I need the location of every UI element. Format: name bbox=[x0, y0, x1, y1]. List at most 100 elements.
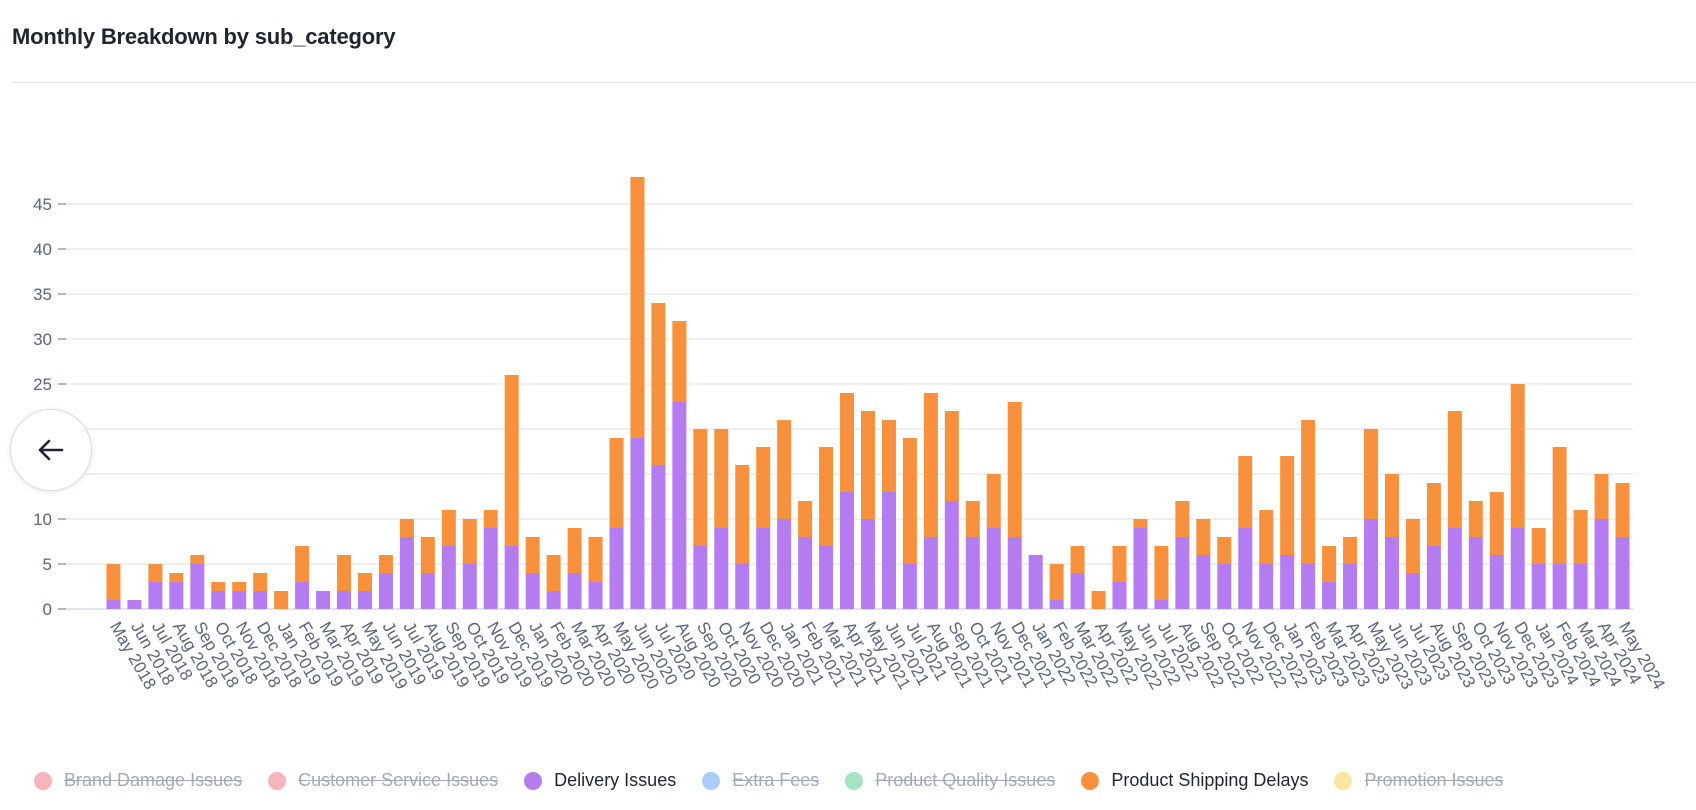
legend-item-product-shipping-delays[interactable]: Product Shipping Delays bbox=[1081, 770, 1308, 791]
bar-delivery-issues[interactable] bbox=[651, 465, 666, 609]
bar-product-shipping-delays[interactable] bbox=[357, 573, 372, 591]
bar-delivery-issues[interactable] bbox=[1405, 573, 1420, 609]
bar-delivery-issues[interactable] bbox=[735, 564, 750, 609]
bar-delivery-issues[interactable] bbox=[441, 546, 456, 609]
bar-delivery-issues[interactable] bbox=[211, 591, 226, 609]
bar-delivery-issues[interactable] bbox=[316, 591, 331, 609]
bar-delivery-issues[interactable] bbox=[1196, 555, 1211, 609]
bar-delivery-issues[interactable] bbox=[1468, 537, 1483, 609]
bar-delivery-issues[interactable] bbox=[1447, 528, 1462, 609]
bar-product-shipping-delays[interactable] bbox=[840, 393, 855, 492]
bar-product-shipping-delays[interactable] bbox=[525, 537, 540, 573]
bar-product-shipping-delays[interactable] bbox=[1384, 474, 1399, 537]
bar-product-shipping-delays[interactable] bbox=[881, 420, 896, 492]
bar-product-shipping-delays[interactable] bbox=[1343, 537, 1358, 564]
bar-delivery-issues[interactable] bbox=[1259, 564, 1274, 609]
bar-delivery-issues[interactable] bbox=[1217, 564, 1232, 609]
bar-delivery-issues[interactable] bbox=[1489, 555, 1504, 609]
back-button[interactable] bbox=[10, 409, 92, 491]
bar-product-shipping-delays[interactable] bbox=[1447, 411, 1462, 528]
bar-delivery-issues[interactable] bbox=[1384, 537, 1399, 609]
bar-product-shipping-delays[interactable] bbox=[986, 474, 1001, 528]
bar-delivery-issues[interactable] bbox=[190, 564, 205, 609]
bar-product-shipping-delays[interactable] bbox=[1154, 546, 1169, 600]
bar-product-shipping-delays[interactable] bbox=[651, 303, 666, 465]
bar-product-shipping-delays[interactable] bbox=[190, 555, 205, 564]
legend-item-customer-service-issues[interactable]: Customer Service Issues bbox=[268, 770, 498, 791]
bar-product-shipping-delays[interactable] bbox=[1091, 591, 1106, 609]
bar-product-shipping-delays[interactable] bbox=[483, 510, 498, 528]
bar-delivery-issues[interactable] bbox=[148, 582, 163, 609]
bar-delivery-issues[interactable] bbox=[1426, 546, 1441, 609]
bar-delivery-issues[interactable] bbox=[861, 519, 875, 609]
bar-delivery-issues[interactable] bbox=[232, 591, 247, 609]
bar-delivery-issues[interactable] bbox=[399, 537, 414, 609]
bar-delivery-issues[interactable] bbox=[756, 528, 771, 609]
bar-product-shipping-delays[interactable] bbox=[106, 564, 121, 600]
bar-product-shipping-delays[interactable] bbox=[923, 393, 938, 537]
bar-delivery-issues[interactable] bbox=[693, 546, 708, 609]
bar-delivery-issues[interactable] bbox=[127, 600, 142, 609]
bar-product-shipping-delays[interactable] bbox=[1133, 519, 1148, 528]
bar-product-shipping-delays[interactable] bbox=[609, 438, 624, 528]
bar-product-shipping-delays[interactable] bbox=[420, 537, 435, 573]
bar-delivery-issues[interactable] bbox=[106, 600, 121, 609]
bar-delivery-issues[interactable] bbox=[798, 537, 813, 609]
bar-delivery-issues[interactable] bbox=[777, 519, 792, 609]
bar-delivery-issues[interactable] bbox=[1573, 564, 1588, 609]
bar-delivery-issues[interactable] bbox=[462, 564, 477, 609]
bar-product-shipping-delays[interactable] bbox=[295, 546, 310, 582]
bar-product-shipping-delays[interactable] bbox=[902, 438, 917, 564]
bar-product-shipping-delays[interactable] bbox=[693, 429, 708, 546]
bar-product-shipping-delays[interactable] bbox=[1531, 528, 1546, 564]
bar-delivery-issues[interactable] bbox=[819, 546, 834, 609]
bar-delivery-issues[interactable] bbox=[986, 528, 1001, 609]
bar-product-shipping-delays[interactable] bbox=[274, 591, 289, 609]
bar-product-shipping-delays[interactable] bbox=[1322, 546, 1337, 582]
bar-product-shipping-delays[interactable] bbox=[337, 555, 352, 591]
bar-product-shipping-delays[interactable] bbox=[1594, 474, 1609, 519]
bar-delivery-issues[interactable] bbox=[1133, 528, 1148, 609]
bar-product-shipping-delays[interactable] bbox=[1552, 447, 1567, 564]
bar-product-shipping-delays[interactable] bbox=[1259, 510, 1274, 564]
bar-product-shipping-delays[interactable] bbox=[378, 555, 393, 573]
bar-delivery-issues[interactable] bbox=[1301, 564, 1316, 609]
bar-product-shipping-delays[interactable] bbox=[1426, 483, 1441, 546]
bar-product-shipping-delays[interactable] bbox=[944, 411, 959, 501]
bar-product-shipping-delays[interactable] bbox=[1615, 483, 1630, 537]
bar-delivery-issues[interactable] bbox=[1552, 564, 1567, 609]
bar-product-shipping-delays[interactable] bbox=[798, 501, 813, 537]
bar-product-shipping-delays[interactable] bbox=[1175, 501, 1190, 537]
bar-product-shipping-delays[interactable] bbox=[1238, 456, 1253, 528]
bar-delivery-issues[interactable] bbox=[253, 591, 268, 609]
bar-delivery-issues[interactable] bbox=[840, 492, 855, 609]
bar-delivery-issues[interactable] bbox=[1175, 537, 1190, 609]
bar-delivery-issues[interactable] bbox=[295, 582, 310, 609]
bar-product-shipping-delays[interactable] bbox=[441, 510, 456, 546]
bar-product-shipping-delays[interactable] bbox=[1196, 519, 1211, 555]
bar-delivery-issues[interactable] bbox=[881, 492, 896, 609]
bar-product-shipping-delays[interactable] bbox=[1364, 429, 1379, 519]
bar-product-shipping-delays[interactable] bbox=[756, 447, 771, 528]
bar-delivery-issues[interactable] bbox=[1322, 582, 1337, 609]
bar-delivery-issues[interactable] bbox=[965, 537, 980, 609]
legend-item-delivery-issues[interactable]: Delivery Issues bbox=[524, 770, 676, 791]
bar-delivery-issues[interactable] bbox=[1007, 537, 1022, 609]
bar-product-shipping-delays[interactable] bbox=[714, 429, 729, 528]
bar-product-shipping-delays[interactable] bbox=[169, 573, 184, 582]
bar-delivery-issues[interactable] bbox=[1343, 564, 1358, 609]
bar-product-shipping-delays[interactable] bbox=[1468, 501, 1483, 537]
bar-delivery-issues[interactable] bbox=[357, 591, 372, 609]
bar-delivery-issues[interactable] bbox=[1364, 519, 1379, 609]
legend-item-brand-damage-issues[interactable]: Brand Damage Issues bbox=[34, 770, 242, 791]
bar-product-shipping-delays[interactable] bbox=[1489, 492, 1504, 555]
bar-delivery-issues[interactable] bbox=[504, 546, 519, 609]
bar-delivery-issues[interactable] bbox=[630, 438, 645, 609]
bar-delivery-issues[interactable] bbox=[1280, 555, 1295, 609]
bar-product-shipping-delays[interactable] bbox=[1573, 510, 1588, 564]
bar-product-shipping-delays[interactable] bbox=[504, 375, 519, 546]
bar-delivery-issues[interactable] bbox=[420, 573, 435, 609]
bar-product-shipping-delays[interactable] bbox=[630, 177, 645, 438]
bar-delivery-issues[interactable] bbox=[1615, 537, 1630, 609]
bar-delivery-issues[interactable] bbox=[1112, 582, 1127, 609]
